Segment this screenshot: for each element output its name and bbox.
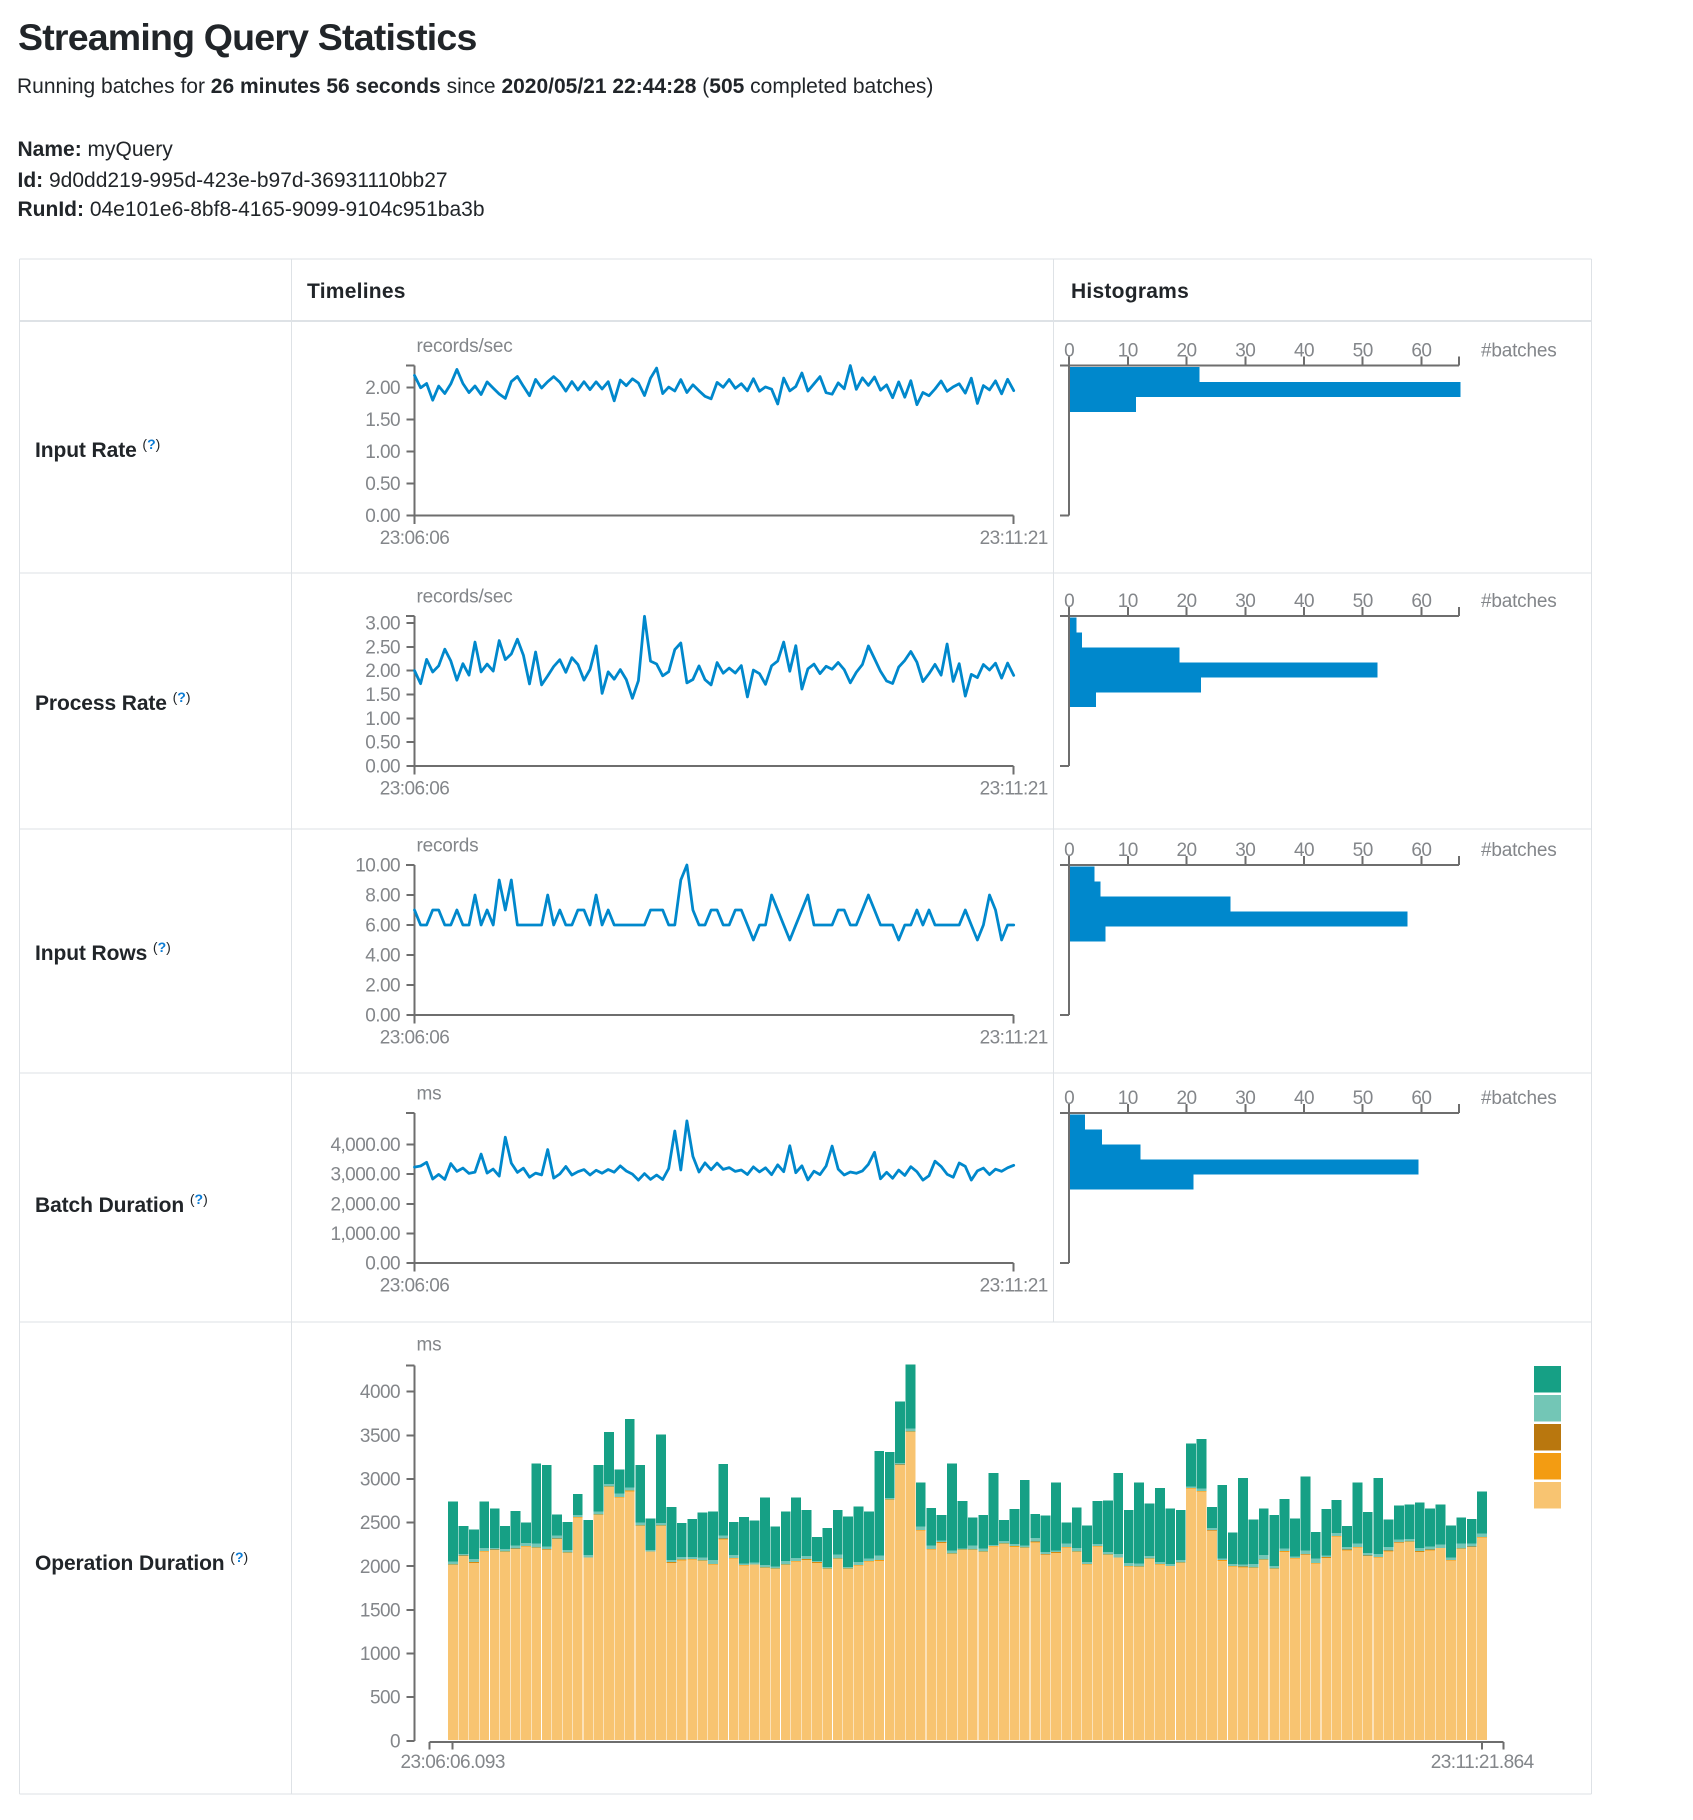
svg-text:2.00: 2.00: [365, 378, 400, 399]
svg-text:40: 40: [1294, 1088, 1314, 1109]
svg-text:1.00: 1.00: [365, 442, 400, 463]
svg-text:23:11:21: 23:11:21: [980, 779, 1048, 800]
svg-text:10: 10: [1118, 1088, 1138, 1109]
svg-text:records/sec: records/sec: [417, 336, 513, 357]
svg-text:0: 0: [1064, 840, 1074, 861]
svg-text:23:06:06: 23:06:06: [380, 1276, 450, 1297]
svg-text:1000: 1000: [360, 1644, 400, 1665]
svg-text:6.00: 6.00: [365, 916, 400, 937]
svg-text:60: 60: [1411, 840, 1431, 861]
svg-text:4.00: 4.00: [365, 946, 400, 967]
svg-text:10.00: 10.00: [355, 856, 400, 877]
svg-text:30: 30: [1235, 840, 1255, 861]
svg-text:23:11:21.864: 23:11:21.864: [1431, 1752, 1535, 1773]
svg-text:#batches: #batches: [1481, 840, 1557, 861]
svg-text:3000: 3000: [360, 1470, 400, 1491]
svg-text:4,000.00: 4,000.00: [330, 1135, 400, 1156]
svg-text:60: 60: [1411, 1088, 1431, 1109]
svg-text:0: 0: [1064, 341, 1074, 362]
svg-text:30: 30: [1235, 591, 1255, 612]
svg-text:23:06:06.093: 23:06:06.093: [401, 1752, 505, 1773]
svg-text:1.00: 1.00: [365, 709, 400, 730]
svg-text:23:06:06: 23:06:06: [380, 1028, 450, 1049]
svg-text:23:06:06: 23:06:06: [380, 779, 450, 800]
svg-text:4000: 4000: [360, 1382, 400, 1403]
svg-text:#batches: #batches: [1481, 591, 1557, 612]
svg-text:8.00: 8.00: [365, 886, 400, 907]
svg-text:0: 0: [1064, 591, 1074, 612]
svg-text:30: 30: [1235, 1088, 1255, 1109]
svg-text:2500: 2500: [360, 1513, 400, 1534]
svg-text:0.50: 0.50: [365, 733, 400, 754]
svg-text:3.00: 3.00: [365, 614, 400, 635]
svg-text:#batches: #batches: [1481, 1088, 1557, 1109]
svg-text:2,000.00: 2,000.00: [330, 1194, 400, 1215]
svg-text:records: records: [417, 836, 479, 857]
svg-text:1,000.00: 1,000.00: [330, 1224, 400, 1245]
svg-text:2.50: 2.50: [365, 637, 400, 658]
svg-text:50: 50: [1353, 341, 1373, 362]
svg-text:1.50: 1.50: [365, 685, 400, 706]
svg-text:23:11:21: 23:11:21: [980, 528, 1048, 549]
svg-text:2000: 2000: [360, 1557, 400, 1578]
svg-text:50: 50: [1353, 1088, 1373, 1109]
svg-text:2.00: 2.00: [365, 976, 400, 997]
svg-text:40: 40: [1294, 591, 1314, 612]
svg-text:0.00: 0.00: [365, 757, 400, 778]
svg-text:0: 0: [390, 1731, 400, 1752]
svg-text:10: 10: [1118, 591, 1138, 612]
svg-text:ms: ms: [417, 1335, 442, 1356]
svg-text:0: 0: [1064, 1088, 1074, 1109]
svg-text:50: 50: [1353, 840, 1373, 861]
svg-text:#batches: #batches: [1481, 341, 1557, 362]
svg-text:10: 10: [1118, 840, 1138, 861]
svg-text:1500: 1500: [360, 1600, 400, 1621]
svg-text:60: 60: [1411, 341, 1431, 362]
svg-text:20: 20: [1176, 840, 1196, 861]
svg-text:23:11:21: 23:11:21: [980, 1276, 1048, 1297]
svg-text:0.00: 0.00: [365, 506, 400, 527]
svg-text:3,000.00: 3,000.00: [330, 1165, 400, 1186]
svg-text:ms: ms: [417, 1084, 442, 1105]
svg-text:23:11:21: 23:11:21: [980, 1028, 1048, 1049]
svg-text:0.00: 0.00: [365, 1006, 400, 1027]
svg-text:20: 20: [1176, 1088, 1196, 1109]
svg-text:1.50: 1.50: [365, 410, 400, 431]
svg-text:0.50: 0.50: [365, 474, 400, 495]
svg-text:23:06:06: 23:06:06: [380, 528, 450, 549]
svg-text:3500: 3500: [360, 1426, 400, 1447]
svg-text:20: 20: [1176, 341, 1196, 362]
svg-text:30: 30: [1235, 341, 1255, 362]
svg-text:0.00: 0.00: [365, 1254, 400, 1275]
svg-text:40: 40: [1294, 341, 1314, 362]
svg-text:500: 500: [370, 1688, 400, 1709]
svg-text:40: 40: [1294, 840, 1314, 861]
svg-text:50: 50: [1353, 591, 1373, 612]
svg-text:2.00: 2.00: [365, 661, 400, 682]
svg-text:records/sec: records/sec: [417, 587, 513, 608]
svg-text:20: 20: [1176, 591, 1196, 612]
svg-text:60: 60: [1411, 591, 1431, 612]
svg-text:10: 10: [1118, 341, 1138, 362]
